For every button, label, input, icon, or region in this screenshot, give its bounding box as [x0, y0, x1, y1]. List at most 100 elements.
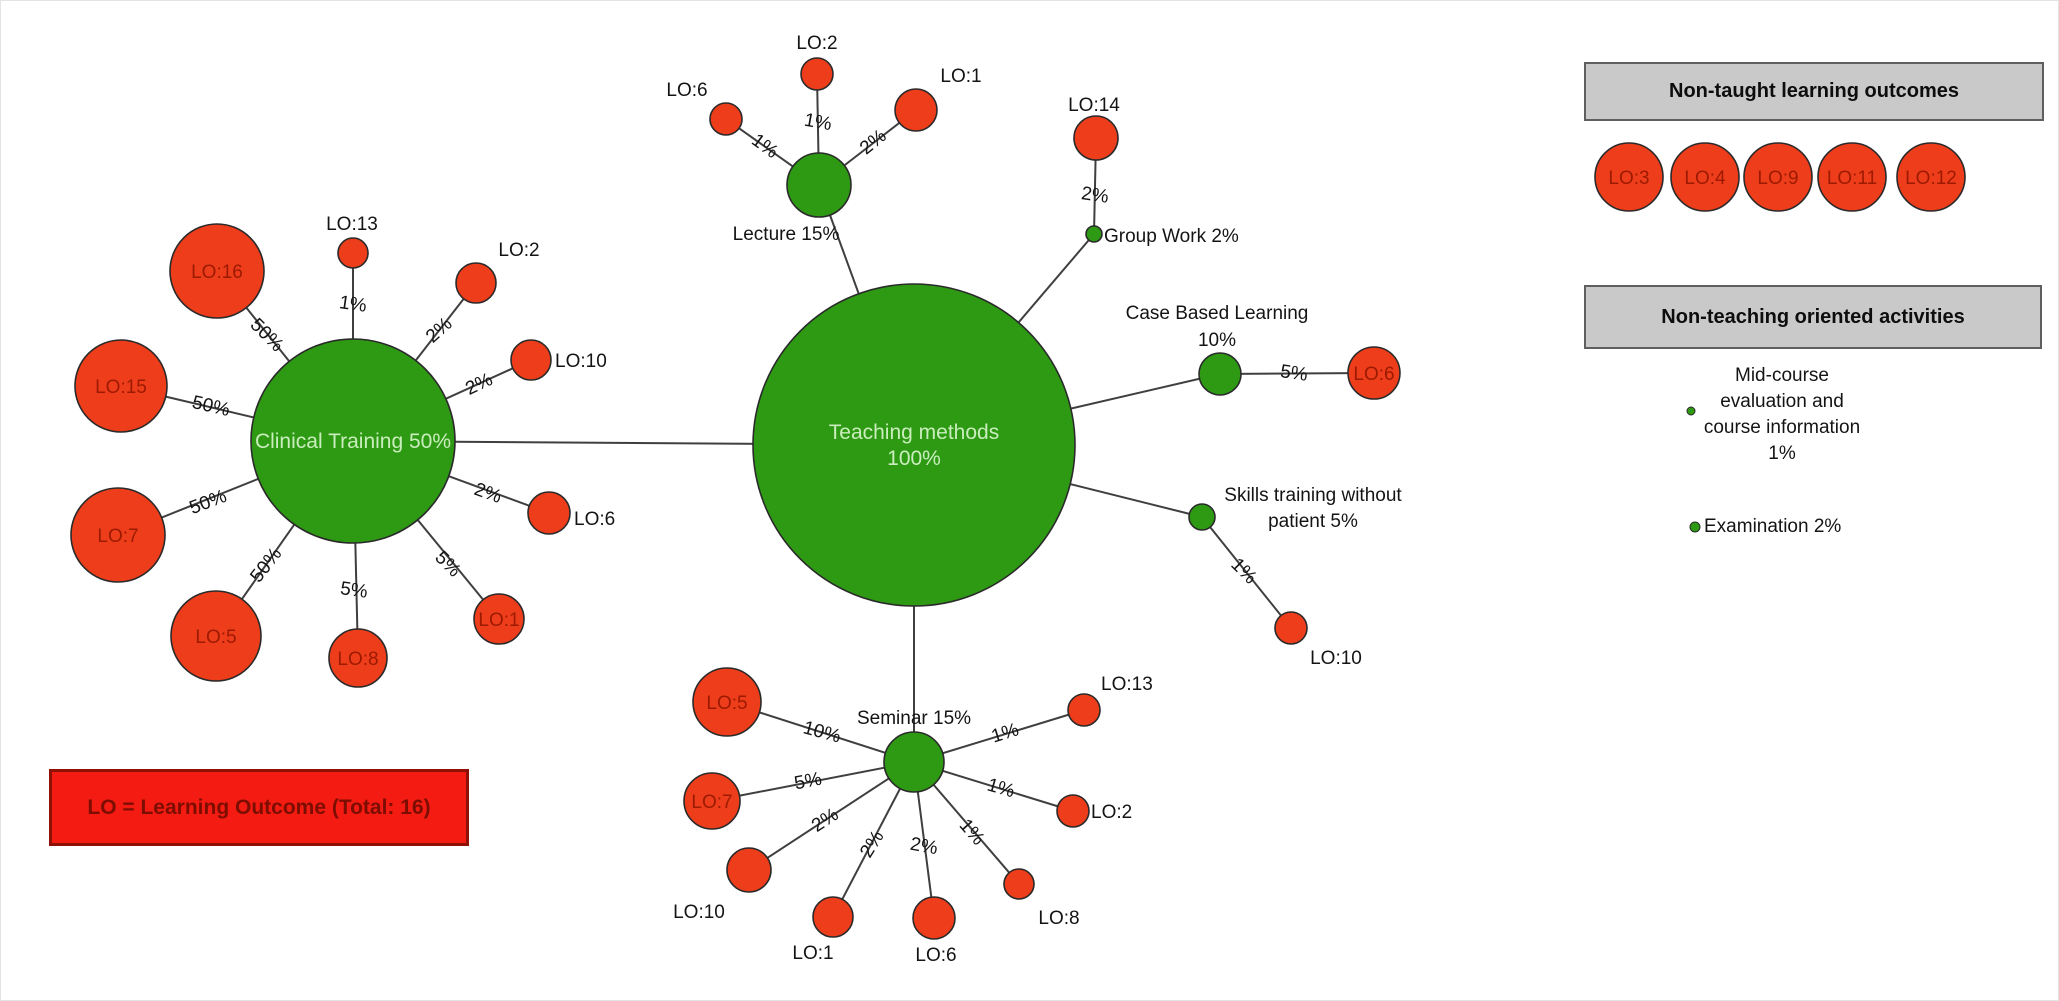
- edge-label: 2%: [1080, 183, 1110, 208]
- edge-skills-sk-lo10: [1201, 516, 1292, 629]
- node-sem-lo10: [726, 847, 772, 893]
- edge-label: 2%: [471, 479, 504, 508]
- non-taught-outcomes-header: Non-taught learning outcomes: [1584, 62, 2044, 121]
- node-label-sem-lo2: LO:2: [1091, 802, 1132, 823]
- node-label-cl-lo16: LO:16: [191, 262, 243, 283]
- node-cl-lo16: [169, 223, 265, 319]
- node-sem-lo8: [1003, 868, 1035, 900]
- edge-label: 2%: [422, 313, 457, 347]
- node-label-sem-lo13: LO:13: [1101, 674, 1153, 695]
- node-clinical: [250, 338, 456, 544]
- node-lec-lo2: [800, 57, 834, 91]
- node-label-cl-lo8: LO:8: [337, 649, 378, 670]
- node-label-groupwork: Group Work 2%: [1104, 226, 1239, 247]
- edge-label: 1%: [803, 110, 834, 135]
- node-label-cl-lo6: LO:6: [574, 509, 615, 530]
- node-lec-lo6: [709, 102, 743, 136]
- edge-seminar-sem-lo10: [748, 761, 915, 871]
- examination-dot: [1689, 521, 1701, 533]
- node-sem-lo1: [812, 896, 854, 938]
- node-label-cbl: 10%: [1198, 330, 1236, 351]
- non-taught-outcomes-title: Non-taught learning outcomes: [1669, 80, 1959, 102]
- node-label-gw-lo14: LO:14: [1068, 95, 1120, 116]
- node-cbl-lo6: [1347, 346, 1401, 400]
- edge-label: 2%: [808, 804, 843, 837]
- node-label-sem-lo6: LO:6: [915, 945, 956, 966]
- edge-label: 1%: [985, 775, 1017, 803]
- node-cl-lo1: [473, 593, 525, 645]
- node-label-lecture: Lecture 15%: [733, 224, 840, 245]
- midcourse-evaluation-label: Mid-course evaluation and course informa…: [1703, 365, 1861, 464]
- node-label-sem-lo7: LO:7: [691, 792, 732, 813]
- node-cbl: [1198, 352, 1242, 396]
- edge-label: 1%: [989, 719, 1022, 747]
- node-label-lec-lo1: LO:1: [940, 66, 981, 87]
- examination-label: Examination 2%: [1704, 516, 1842, 537]
- node-cl-lo2: [455, 262, 497, 304]
- node-teaching: [752, 283, 1076, 607]
- node-label-teaching: Teaching methods: [829, 421, 999, 444]
- node-label-cl-lo1: LO:1: [478, 610, 519, 631]
- edge-label: 2%: [856, 126, 891, 160]
- node-sem-lo7: [683, 772, 741, 830]
- edge-seminar-sem-lo7: [711, 761, 915, 802]
- node-label-cl-lo7: LO:7: [97, 526, 138, 547]
- non-teaching-activities-header: Non-teaching oriented activities: [1584, 285, 2042, 349]
- node-label-clinical: Clinical Training 50%: [255, 430, 451, 453]
- legend-node-lo3: [1594, 142, 1664, 212]
- non-teaching-activities-title: Non-teaching oriented activities: [1661, 305, 1965, 328]
- node-gw-lo14: [1073, 115, 1119, 161]
- edge-label: 2%: [856, 827, 888, 862]
- node-label-cl-lo10: LO:10: [555, 351, 607, 372]
- node-label-cl-lo2: LO:2: [498, 240, 539, 261]
- edge-label: 2%: [909, 834, 940, 859]
- edge-label: 1%: [747, 130, 782, 163]
- node-label-teaching: 100%: [887, 447, 941, 470]
- node-sem-lo6: [912, 896, 956, 940]
- node-cl-lo8: [328, 628, 388, 688]
- node-sem-lo13: [1067, 693, 1101, 727]
- edge-label: 10%: [801, 717, 843, 747]
- node-label-cl-lo15: LO:15: [95, 377, 147, 398]
- edge-label: 5%: [1279, 361, 1309, 386]
- node-label-sem-lo1: LO:1: [792, 943, 833, 964]
- edge-label: 50%: [246, 544, 286, 587]
- node-label-skills: patient 5%: [1268, 511, 1358, 532]
- legend-node-label: LO:3: [1608, 168, 1649, 189]
- node-cl-lo13: [337, 237, 369, 269]
- edge-label: 5%: [793, 769, 824, 795]
- node-seminar: [883, 731, 945, 793]
- midcourse-dot: [1686, 406, 1696, 416]
- legend-node-label: LO:12: [1905, 168, 1957, 189]
- legend-node-lo4: [1670, 142, 1740, 212]
- node-lec-lo1: [894, 88, 938, 132]
- node-label-cbl: Case Based Learning: [1126, 303, 1309, 324]
- node-sem-lo2: [1056, 794, 1090, 828]
- edge-label: 1%: [338, 292, 368, 317]
- node-label-seminar: Seminar 15%: [857, 708, 971, 729]
- node-label-cl-lo5: LO:5: [195, 627, 236, 648]
- node-label-lec-lo6: LO:6: [666, 80, 707, 101]
- lo-abbreviation-text: LO = Learning Outcome (Total: 16): [87, 795, 431, 819]
- node-label-skills: Skills training without: [1224, 485, 1402, 506]
- edge-label: 5%: [431, 547, 465, 581]
- node-label-sk-lo10: LO:10: [1310, 648, 1362, 669]
- legend-node-lo12: [1896, 142, 1966, 212]
- legend-node-label: LO:11: [1827, 168, 1877, 189]
- node-sk-lo10: [1274, 611, 1308, 645]
- node-label-cl-lo13: LO:13: [326, 214, 378, 235]
- node-cl-lo10: [510, 339, 552, 381]
- legend-node-label: LO:9: [1757, 168, 1798, 189]
- node-lecture: [786, 152, 852, 218]
- legend-node-lo11: [1817, 142, 1887, 212]
- node-sem-lo5: [692, 667, 762, 737]
- edge-label: 5%: [339, 578, 369, 603]
- node-label-sem-lo10: LO:10: [673, 902, 725, 923]
- node-cl-lo7: [70, 487, 166, 583]
- node-label-cbl-lo6: LO:6: [1353, 364, 1394, 385]
- node-cl-lo6: [527, 491, 571, 535]
- edge-label: 50%: [190, 392, 232, 421]
- legend-node-lo9: [1743, 142, 1813, 212]
